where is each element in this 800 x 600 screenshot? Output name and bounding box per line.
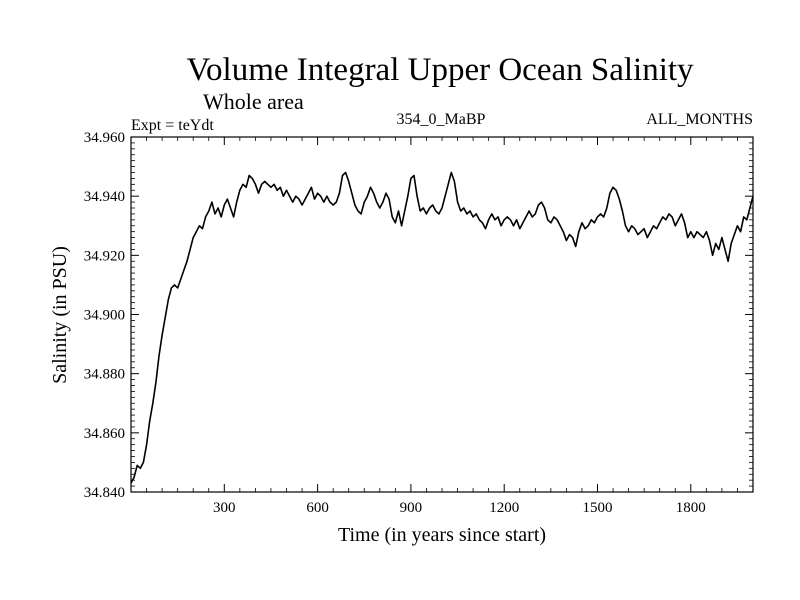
y-tick-label: 34.900	[84, 308, 125, 324]
series-line-salinity	[130, 171, 754, 484]
x-tick-label: 1500	[583, 500, 613, 516]
x-axis-ticks: 300 600 900 1200 1500 1800	[213, 137, 706, 516]
y-tick-label: 34.840	[84, 485, 125, 501]
y-tick-label: 34.920	[84, 248, 125, 264]
y-tick-label: 34.880	[84, 367, 125, 383]
period-label: 354_0_MaBP	[397, 111, 486, 128]
plot-frame	[130, 136, 754, 493]
x-tick-label: 1800	[676, 500, 706, 516]
x-tick-label: 1200	[489, 500, 519, 516]
x-tick-label: 600	[306, 500, 329, 516]
x-axis-label: Time (in years since start)	[338, 524, 546, 546]
y-tick-label: 34.960	[84, 130, 125, 146]
x-tick-label: 900	[400, 500, 423, 516]
months-label: ALL_MONTHS	[646, 111, 753, 128]
chart-title: Volume Integral Upper Ocean Salinity	[186, 52, 694, 88]
y-axis-ticks: 34.840 34.860 34.880 34.900 34.920 34.940 34.9…	[84, 130, 753, 501]
y-axis-label: Salinity (in PSU)	[49, 246, 71, 384]
experiment-label: Expt = teYdt	[131, 117, 214, 134]
y-tick-label: 34.940	[84, 189, 125, 205]
chart-subtitle: Whole area	[203, 89, 304, 114]
y-tick-label: 34.860	[84, 426, 125, 442]
x-tick-label: 300	[213, 500, 236, 516]
minor-ticks	[131, 137, 753, 492]
